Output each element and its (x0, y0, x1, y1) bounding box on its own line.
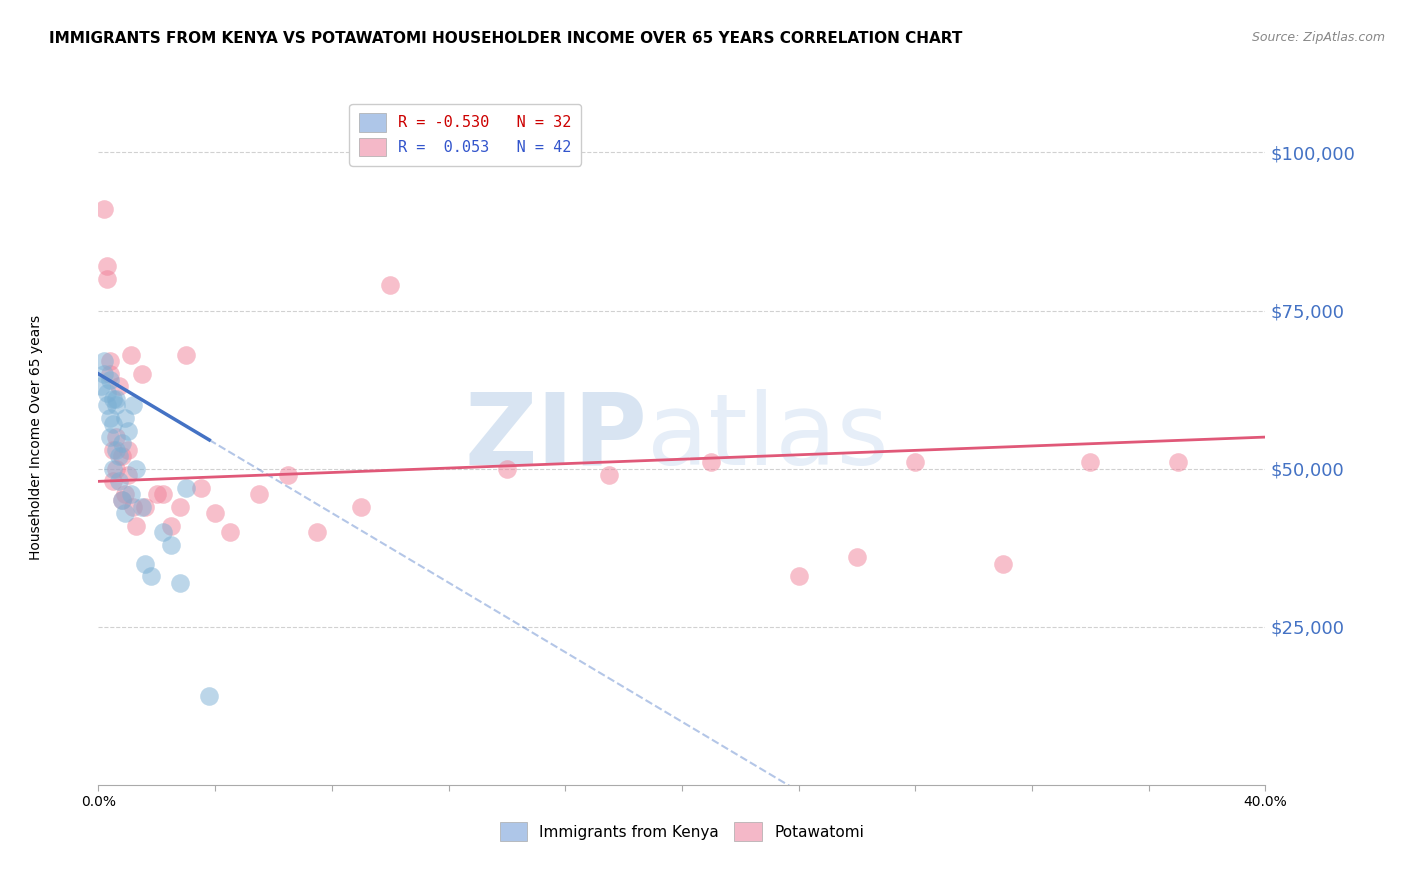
Point (108, 449, 131, 463)
Point (117, 424, 139, 438)
Point (247, 487, 270, 501)
Point (104, 461, 127, 475)
Point (117, 442, 139, 457)
Point (125, 461, 148, 475)
Point (904, 455, 927, 469)
Legend: Immigrants from Kenya, Potawatomi: Immigrants from Kenya, Potawatomi (494, 816, 870, 847)
Text: IMMIGRANTS FROM KENYA VS POTAWATOMI HOUSEHOLDER INCOME OVER 65 YEARS CORRELATION: IMMIGRANTS FROM KENYA VS POTAWATOMI HOUS… (49, 31, 963, 46)
Point (90, 379, 112, 393)
Point (122, 500, 145, 514)
Point (120, 487, 142, 501)
Point (101, 442, 124, 457)
Point (204, 506, 226, 520)
Point (96, 260, 118, 274)
Text: atlas: atlas (647, 389, 889, 485)
Point (307, 524, 329, 539)
Point (125, 518, 148, 533)
Point (120, 348, 142, 362)
Point (98, 411, 121, 425)
Point (190, 481, 212, 495)
Point (101, 392, 124, 406)
Point (111, 436, 134, 450)
Point (93, 354, 115, 368)
Point (496, 461, 519, 475)
Point (169, 575, 191, 590)
Point (198, 690, 221, 704)
Point (98, 373, 121, 387)
Point (350, 500, 373, 514)
Point (93, 202, 115, 217)
Point (98, 430, 121, 444)
Point (117, 468, 139, 483)
Point (787, 569, 810, 583)
Text: Source: ZipAtlas.com: Source: ZipAtlas.com (1251, 31, 1385, 45)
Point (134, 500, 156, 514)
Point (991, 557, 1014, 571)
Point (1167, 455, 1189, 469)
Point (380, 278, 402, 293)
Point (152, 487, 174, 501)
Point (111, 449, 134, 463)
Point (131, 367, 153, 381)
Point (93, 367, 115, 381)
Point (104, 442, 127, 457)
Point (114, 411, 136, 425)
Point (104, 392, 127, 406)
Point (218, 524, 240, 539)
Point (101, 475, 124, 489)
Point (114, 487, 136, 501)
Point (277, 468, 299, 483)
Point (846, 550, 869, 565)
Point (98, 354, 121, 368)
Point (96, 272, 118, 286)
Point (169, 500, 191, 514)
Y-axis label: Householder Income Over 65 years: Householder Income Over 65 years (30, 315, 42, 559)
Point (111, 493, 134, 508)
Point (101, 461, 124, 475)
Point (122, 399, 145, 413)
Point (700, 455, 723, 469)
Point (108, 379, 131, 393)
Point (96, 399, 118, 413)
Point (174, 348, 197, 362)
Point (101, 417, 124, 432)
Point (108, 475, 131, 489)
Point (152, 524, 174, 539)
Point (174, 481, 197, 495)
Point (134, 557, 156, 571)
Point (598, 468, 620, 483)
Point (131, 500, 153, 514)
Point (98, 367, 121, 381)
Point (96, 385, 118, 400)
Point (146, 487, 169, 501)
Point (1080, 455, 1102, 469)
Point (160, 518, 183, 533)
Point (111, 493, 134, 508)
Point (114, 506, 136, 520)
Point (160, 538, 183, 552)
Point (139, 569, 162, 583)
Point (104, 399, 127, 413)
Point (104, 430, 127, 444)
Text: ZIP: ZIP (464, 389, 647, 485)
